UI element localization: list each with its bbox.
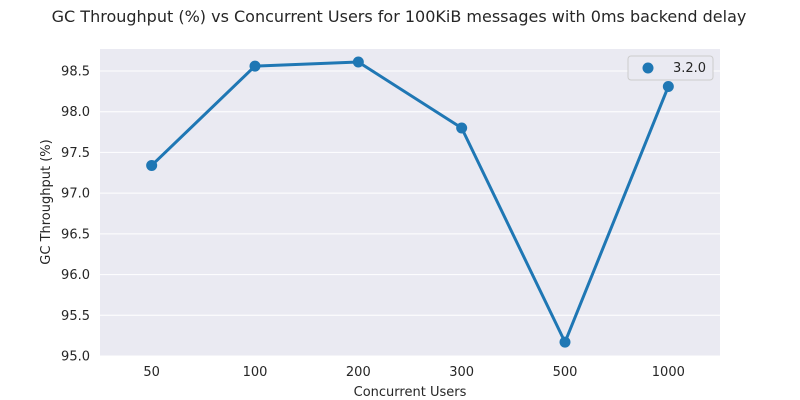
x-axis-ticks: 50 100 200 300 500 1000	[143, 365, 684, 380]
data-point	[456, 122, 468, 134]
chart-title: GC Throughput (%) vs Concurrent Users fo…	[52, 7, 747, 26]
x-tick-label: 1000	[652, 365, 685, 380]
plot-area	[100, 49, 720, 356]
gridlines	[100, 70, 720, 357]
y-tick-label: 95.0	[61, 350, 90, 365]
legend: 3.2.0	[627, 55, 714, 81]
data-point	[559, 336, 571, 348]
series-layer	[146, 56, 674, 348]
x-tick-label: 500	[553, 365, 578, 380]
data-point	[662, 80, 674, 92]
y-tick-label: 96.5	[61, 227, 90, 242]
x-tick-label: 50	[143, 365, 160, 380]
x-axis-label: Concurrent Users	[354, 385, 467, 400]
y-tick-label: 96.0	[61, 268, 90, 283]
y-tick-label: 95.5	[61, 309, 90, 324]
data-point	[146, 159, 158, 171]
y-tick-label: 97.0	[61, 187, 90, 202]
y-axis-label: GC Throughput (%)	[39, 139, 54, 264]
series-line	[150, 60, 670, 344]
x-tick-label: 100	[243, 365, 268, 380]
data-point	[249, 60, 261, 72]
y-tick-label: 97.5	[61, 146, 90, 161]
legend-label: 3.2.0	[673, 61, 706, 76]
data-point	[352, 56, 364, 68]
legend-marker	[642, 62, 654, 74]
x-tick-label: 200	[346, 365, 371, 380]
y-tick-label: 98.5	[61, 64, 90, 79]
y-axis-ticks: 95.0 95.5 96.0 96.5 97.0 97.5 98.0 98.5	[61, 64, 90, 364]
y-tick-label: 98.0	[61, 105, 90, 120]
legend-box	[627, 55, 714, 81]
x-tick-label: 300	[449, 365, 474, 380]
